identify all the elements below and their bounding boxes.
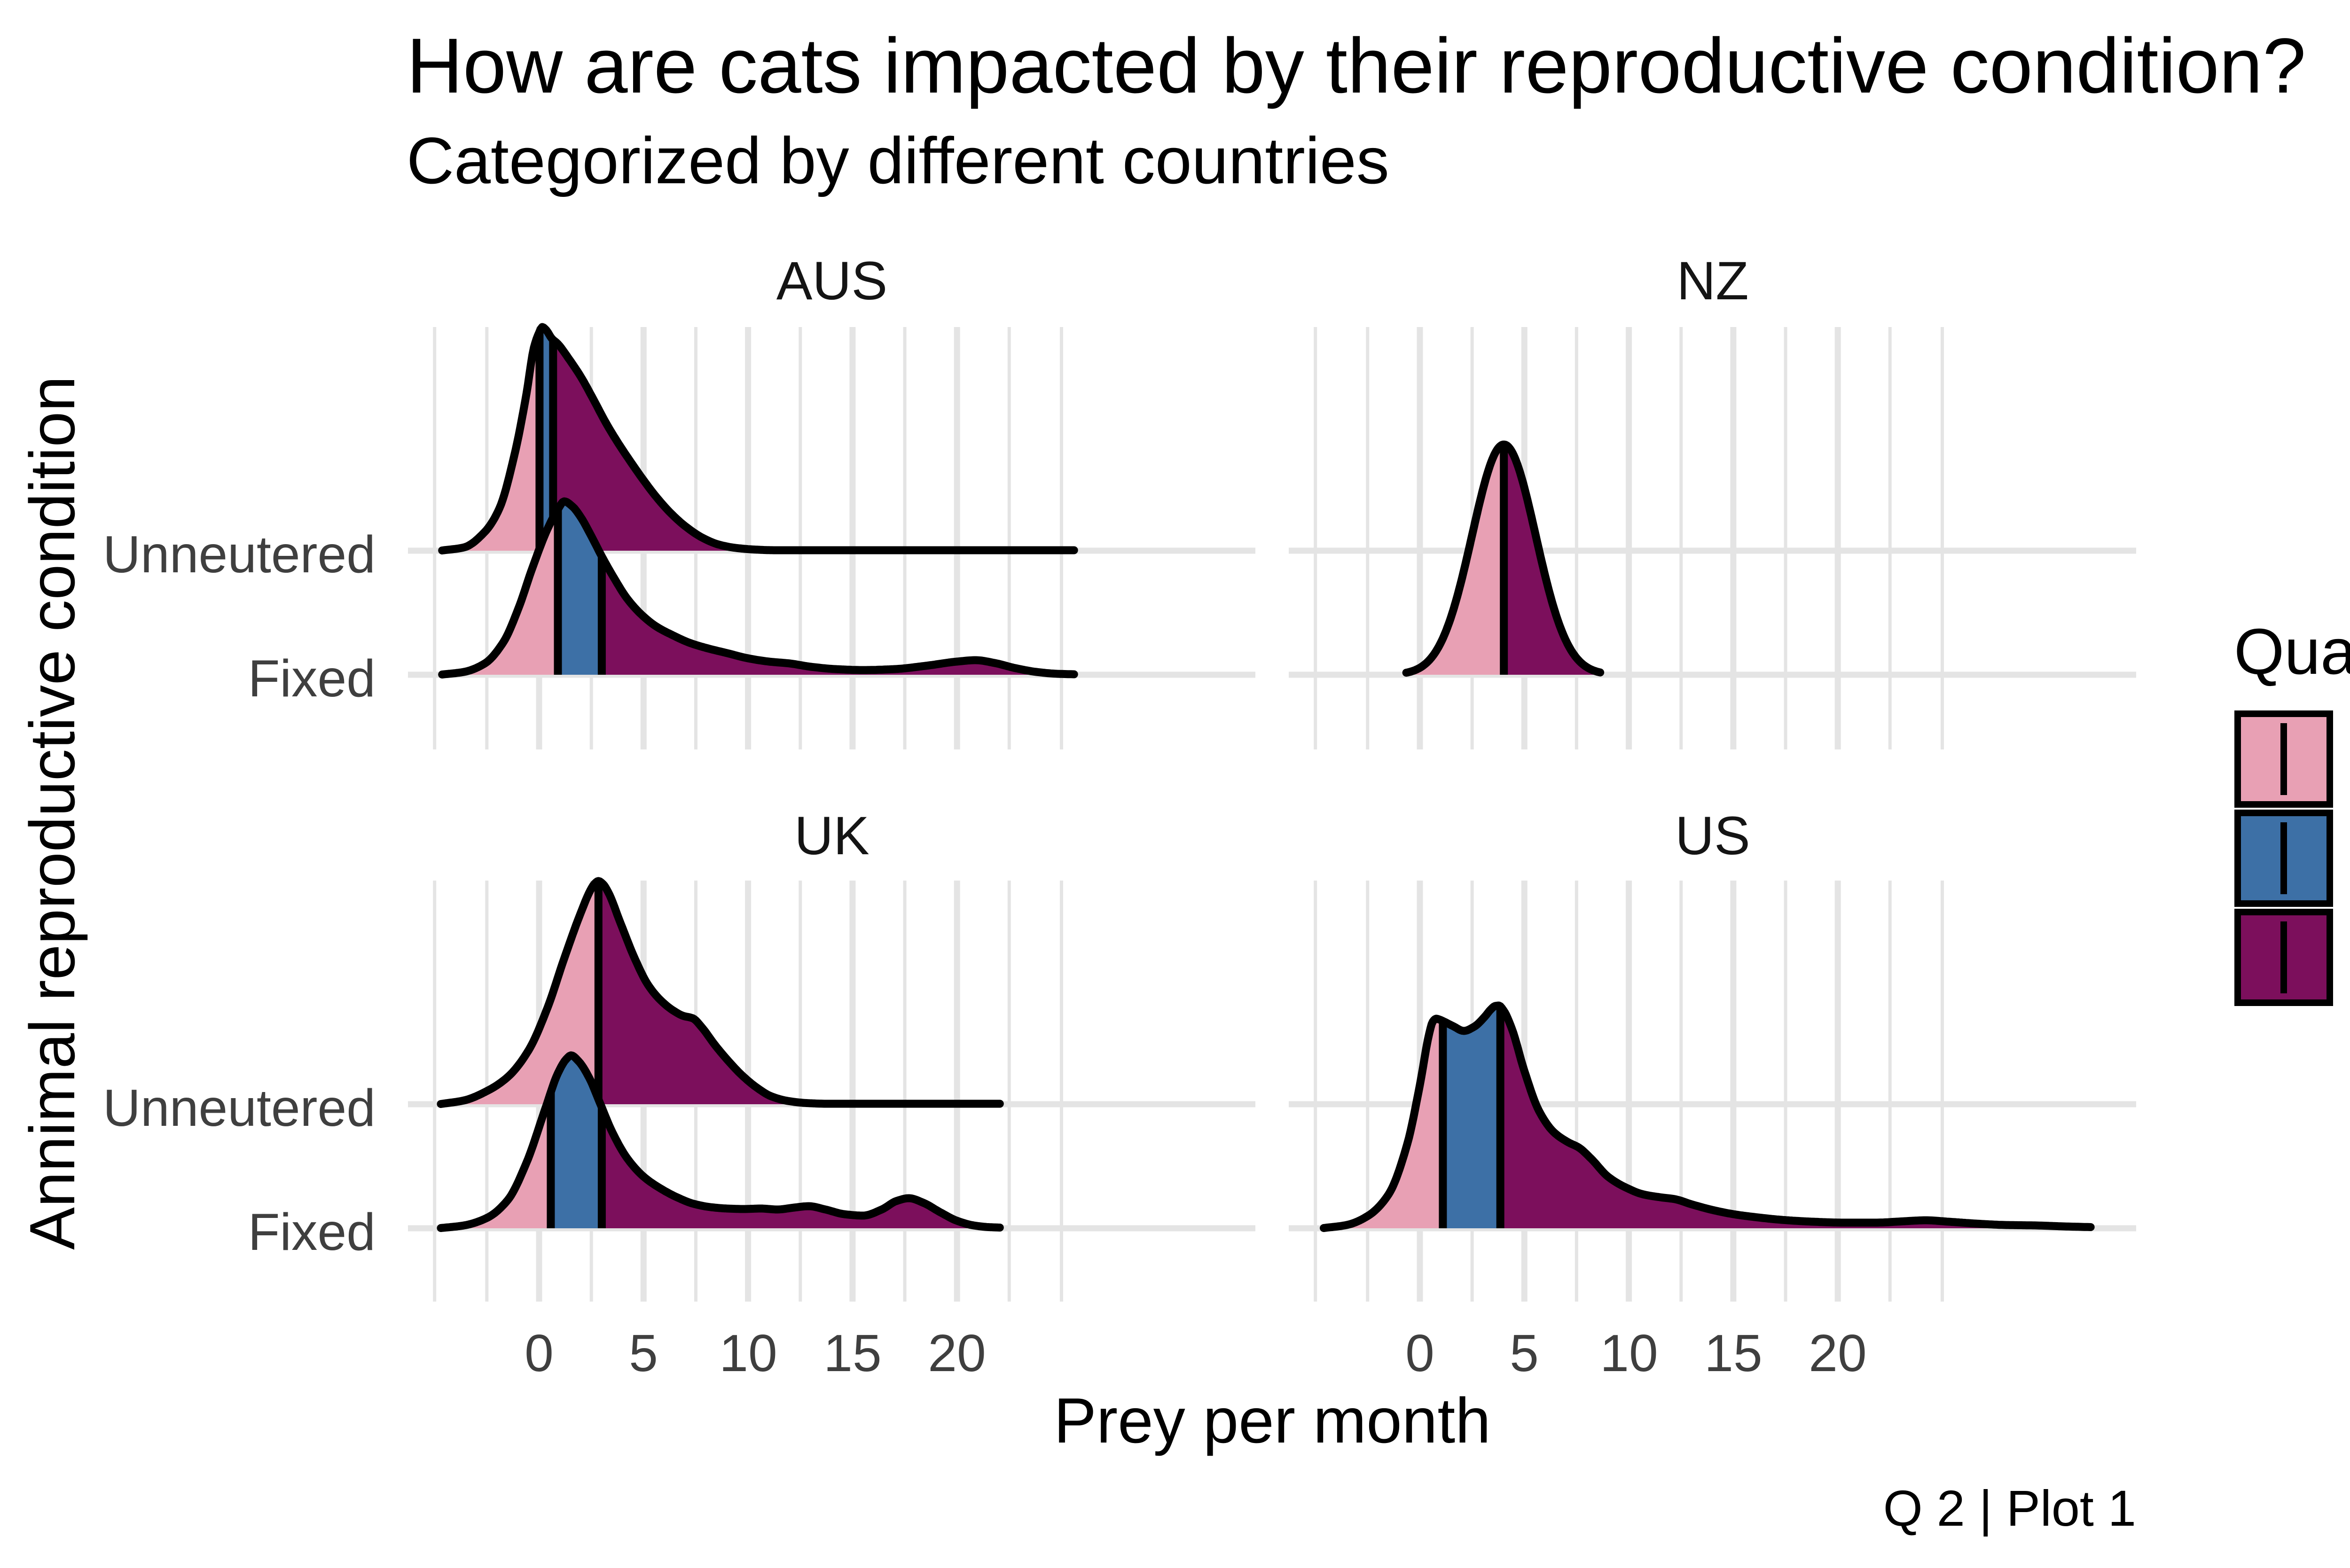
svg-text:10: 10 (719, 1324, 777, 1382)
svg-text:How are cats impacted by their: How are cats impacted by their reproduct… (407, 23, 2306, 109)
svg-text:NZ: NZ (1676, 251, 1748, 311)
svg-text:Q 2 | Plot 1: Q 2 | Plot 1 (1883, 1480, 2136, 1537)
svg-text:0: 0 (1405, 1324, 1434, 1382)
svg-text:20: 20 (1809, 1324, 1866, 1382)
svg-text:10: 10 (1600, 1324, 1658, 1382)
svg-text:Categorized by different count: Categorized by different countries (407, 124, 1389, 197)
svg-text:Quantile: Quantile (2234, 616, 2350, 688)
svg-text:Unneutered: Unneutered (103, 1079, 376, 1137)
svg-text:Annimal reproductive condition: Annimal reproductive condition (16, 376, 88, 1250)
svg-text:AUS: AUS (776, 251, 887, 311)
svg-text:5: 5 (629, 1324, 658, 1382)
svg-text:20: 20 (928, 1324, 986, 1382)
svg-text:15: 15 (1704, 1324, 1762, 1382)
svg-text:Unneutered: Unneutered (103, 525, 376, 584)
svg-text:US: US (1675, 806, 1750, 866)
svg-text:Prey per month: Prey per month (1054, 1385, 1491, 1456)
svg-text:Fixed: Fixed (248, 1203, 376, 1261)
svg-text:0: 0 (525, 1324, 554, 1382)
svg-text:Fixed: Fixed (248, 649, 376, 708)
svg-text:UK: UK (794, 806, 870, 866)
svg-text:5: 5 (1510, 1324, 1539, 1382)
svg-text:15: 15 (823, 1324, 881, 1382)
